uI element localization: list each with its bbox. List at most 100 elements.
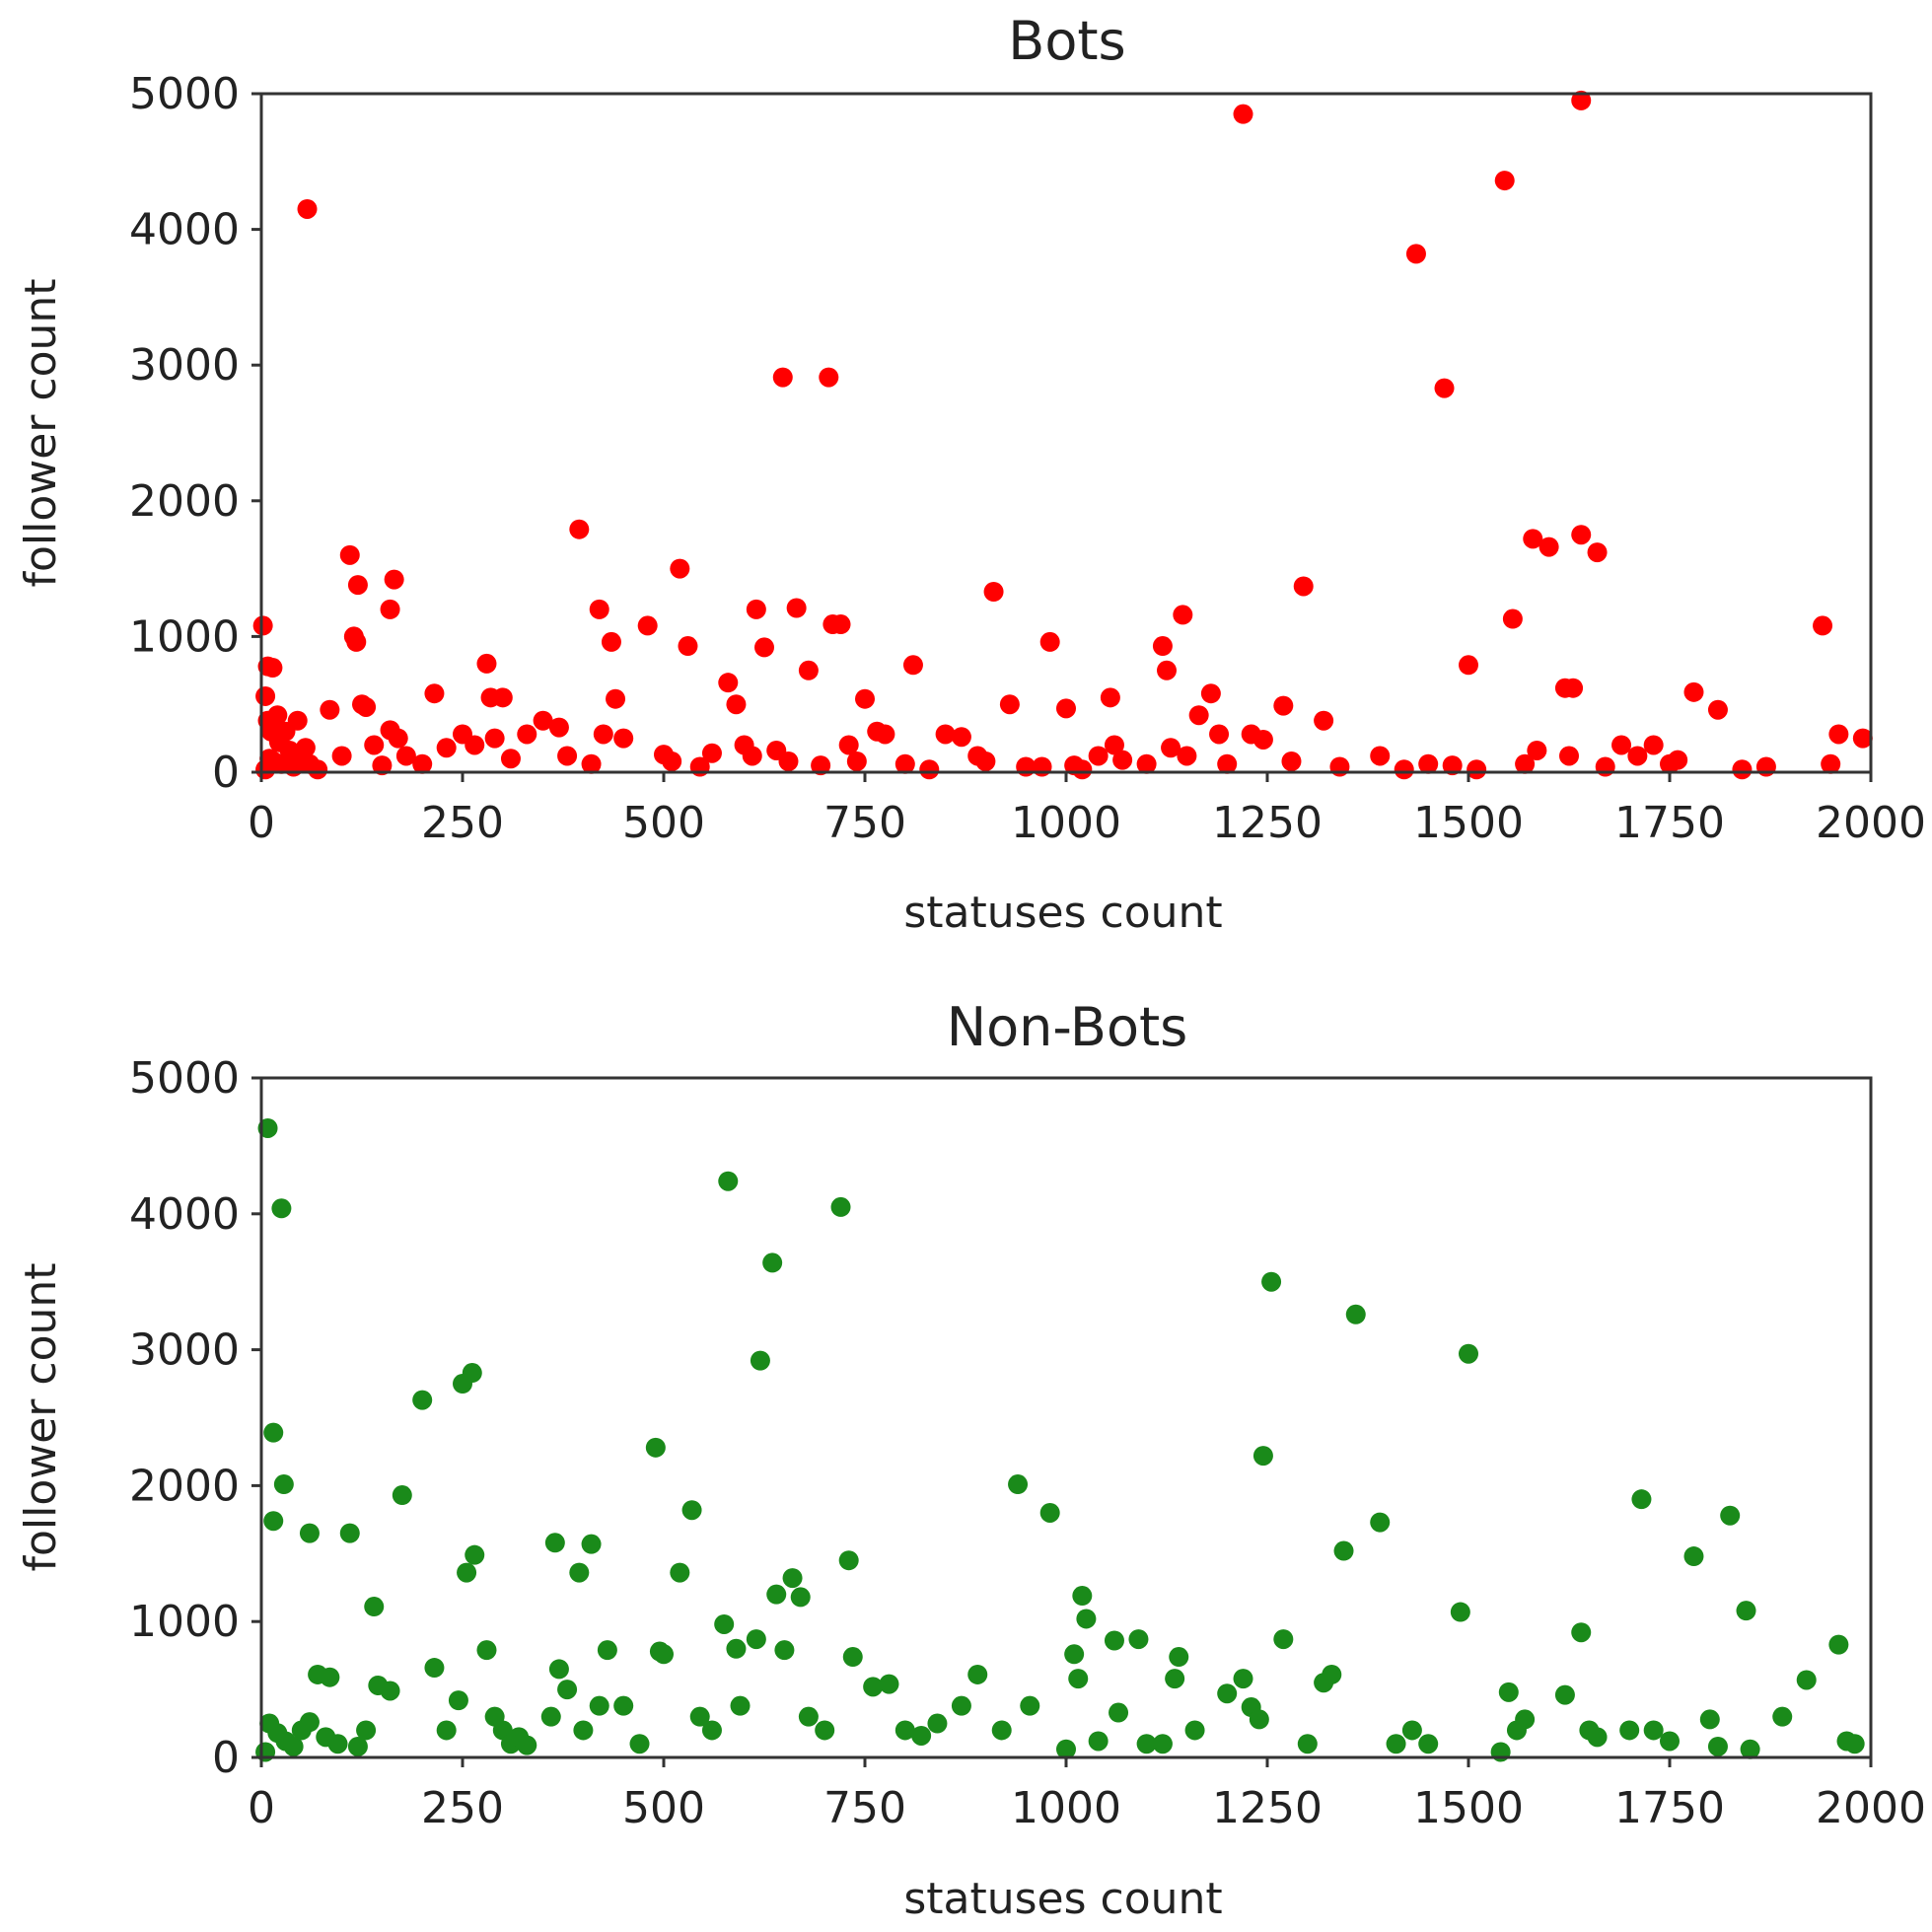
non-bots-x-tick-label: 500 — [622, 1783, 705, 1833]
bots-title: Bots — [1008, 10, 1125, 72]
bots-point — [1563, 678, 1584, 698]
non-bots-point — [1072, 1586, 1093, 1607]
bots-point — [436, 738, 457, 758]
non-bots-y-tick-label: 1000 — [129, 1597, 240, 1647]
bots-y-tick-label: 1000 — [129, 611, 240, 662]
non-bots-point — [1401, 1720, 1422, 1741]
non-bots-point — [1165, 1669, 1185, 1689]
non-bots-point — [476, 1640, 497, 1661]
bots-point — [1502, 608, 1523, 629]
bots-point — [1668, 750, 1688, 770]
non-bots-point — [726, 1638, 747, 1659]
non-bots-point — [681, 1500, 702, 1521]
non-bots-point — [1273, 1629, 1294, 1650]
bots-point — [606, 688, 626, 709]
non-bots-point — [1152, 1734, 1173, 1754]
non-bots-point — [569, 1562, 590, 1583]
bots-point — [297, 198, 318, 219]
non-bots-point — [746, 1629, 766, 1650]
non-bots-point — [830, 1196, 851, 1217]
non-bots-point — [1450, 1602, 1470, 1622]
bots-x-tick-label: 0 — [248, 798, 275, 848]
non-bots-point — [263, 1511, 284, 1532]
bots-point — [746, 599, 766, 619]
non-bots-point — [730, 1695, 751, 1716]
non-bots-point — [347, 1736, 368, 1756]
non-bots-point — [879, 1674, 899, 1694]
non-bots-point — [1515, 1709, 1536, 1730]
bots-point — [347, 575, 368, 596]
non-bots-x-tick-label: 1000 — [1011, 1783, 1121, 1833]
bots-point — [331, 746, 352, 766]
non-bots-point — [1136, 1734, 1157, 1754]
non-bots-point — [283, 1736, 304, 1756]
bots-x-tick-label: 1000 — [1011, 798, 1121, 848]
bots-point — [263, 751, 284, 771]
bots-point — [1611, 735, 1632, 755]
bots-point — [1112, 750, 1133, 770]
bots-point — [1683, 681, 1704, 702]
bots-point — [384, 569, 404, 590]
non-bots-point — [1184, 1720, 1205, 1741]
non-bots-point — [701, 1720, 722, 1741]
bots-point — [1200, 683, 1221, 704]
bots-point — [875, 724, 895, 745]
non-bots-y-tick-label: 4000 — [129, 1189, 240, 1240]
non-bots-point — [1386, 1734, 1406, 1754]
bots-point — [1418, 753, 1439, 774]
bots-point — [601, 631, 621, 652]
bots-point — [1233, 104, 1253, 124]
bots-point — [364, 735, 385, 755]
non-bots-point — [1418, 1734, 1439, 1754]
non-bots-point — [1322, 1664, 1342, 1684]
bots-y-tick-label: 4000 — [129, 205, 240, 255]
non-bots-point — [798, 1706, 819, 1727]
bots-point — [1442, 755, 1463, 776]
bots-point — [533, 710, 553, 731]
non-bots-x-tick-label: 1750 — [1614, 1783, 1725, 1833]
non-bots-point — [1020, 1695, 1040, 1716]
non-bots-point — [991, 1720, 1012, 1741]
non-bots-x-tick-label: 250 — [421, 1783, 504, 1833]
bots-point — [1039, 631, 1060, 652]
non-bots-point — [1571, 1622, 1592, 1643]
non-bots-point — [548, 1659, 569, 1680]
bots-point — [1523, 529, 1543, 549]
bots-x-tick-label: 750 — [823, 798, 906, 848]
non-bots-point — [1587, 1727, 1608, 1748]
bots-point — [1405, 244, 1426, 264]
bots-point — [1173, 605, 1193, 625]
bots-y-tick-label: 0 — [212, 748, 240, 798]
bots-point — [395, 746, 416, 766]
non-bots-point — [774, 1640, 795, 1661]
non-bots-title: Non-Bots — [947, 996, 1188, 1058]
non-bots-x-tick-label: 2000 — [1816, 1783, 1926, 1833]
non-bots-point — [339, 1523, 360, 1543]
bots-point — [1434, 378, 1455, 398]
non-bots-point — [1039, 1502, 1060, 1523]
bots-points — [252, 90, 1873, 780]
bots-point — [613, 728, 634, 749]
non-bots-point — [1076, 1609, 1097, 1629]
bots-point — [1188, 705, 1209, 726]
bots-point — [1100, 687, 1120, 708]
non-bots-point — [1104, 1630, 1124, 1651]
non-bots-point — [1008, 1474, 1029, 1495]
bots-point — [786, 598, 807, 618]
bots-point — [1494, 171, 1515, 191]
bots-point — [830, 614, 851, 635]
non-bots-point — [557, 1680, 578, 1700]
non-bots-point — [517, 1735, 537, 1755]
bots-point — [1515, 753, 1536, 774]
bots-x-tick-label: 250 — [421, 798, 504, 848]
non-bots-point — [894, 1720, 915, 1741]
non-bots-point — [1740, 1739, 1760, 1759]
bots-point — [637, 615, 658, 636]
non-bots-point — [967, 1664, 988, 1684]
bots-y-ticks: 0 1000 2000 3000 4000 5000 — [129, 69, 261, 798]
non-bots-point — [1252, 1446, 1273, 1467]
bots-y-tick-label: 3000 — [129, 340, 240, 391]
non-bots-point — [842, 1647, 863, 1668]
non-bots-point — [1643, 1720, 1664, 1741]
